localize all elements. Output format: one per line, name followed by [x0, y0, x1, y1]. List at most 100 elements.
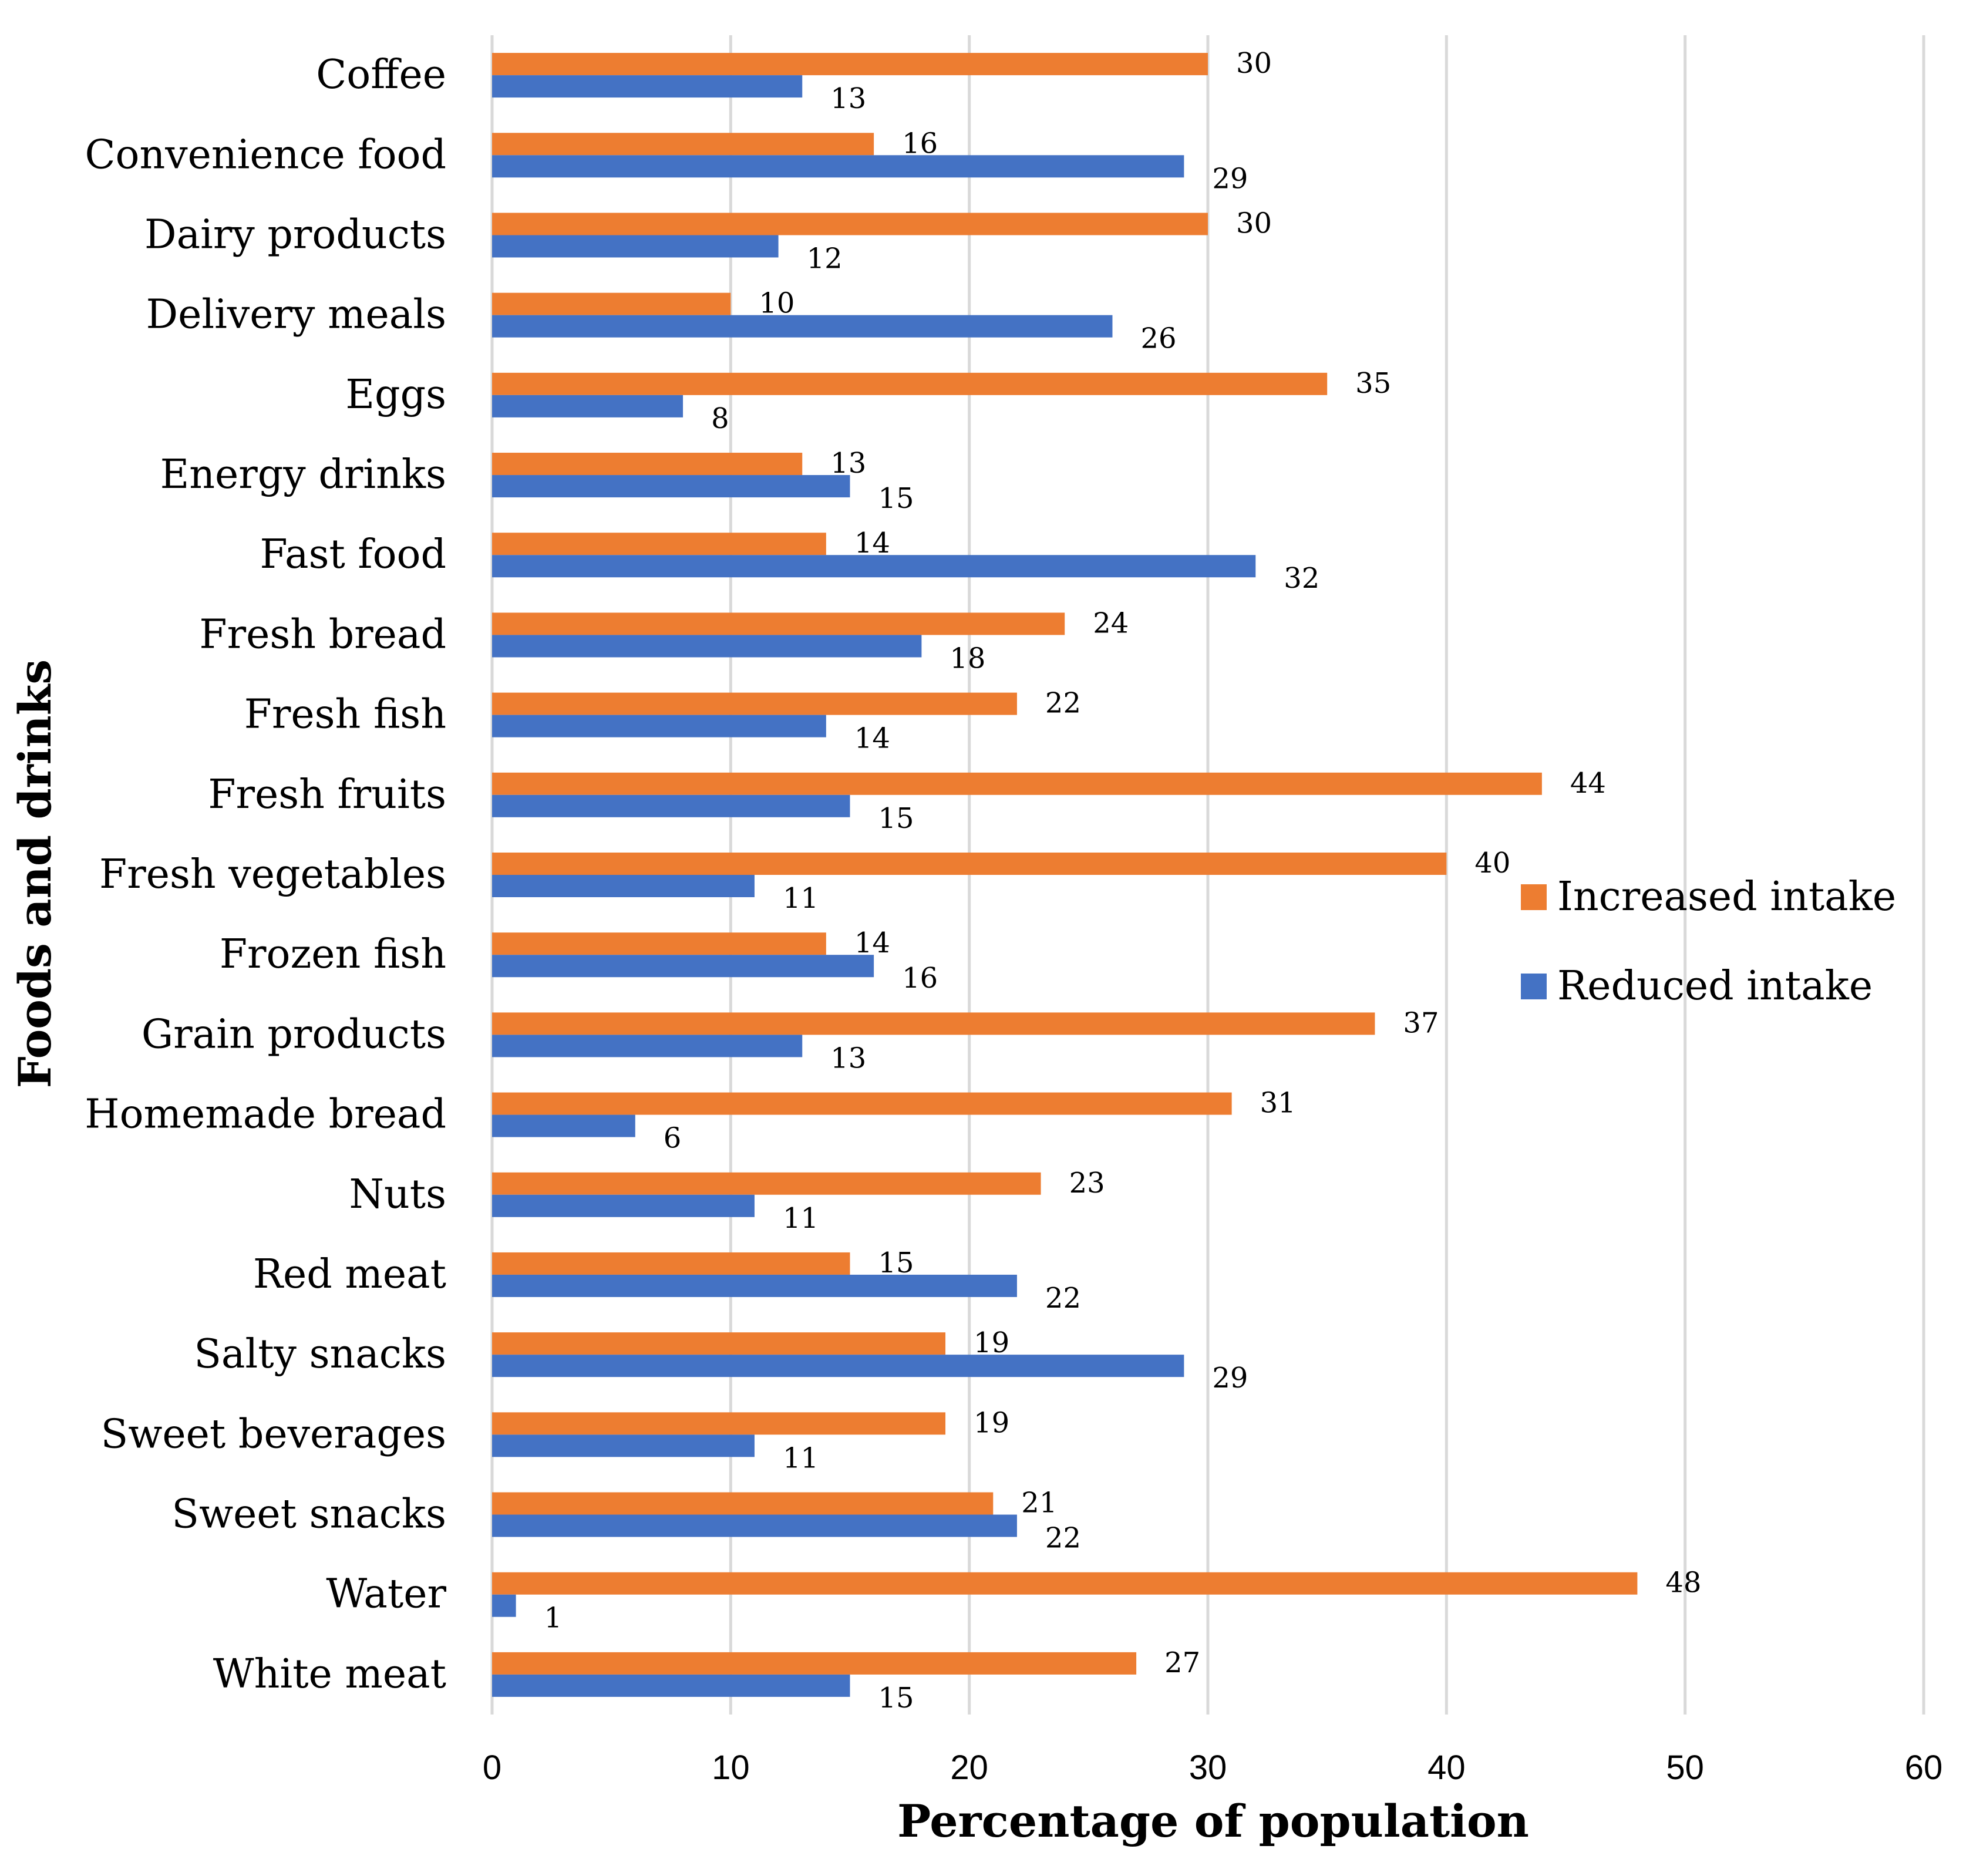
- data-label-reduced-eggs: 8: [711, 402, 729, 435]
- data-label-increased-delivery-meals: 10: [759, 287, 794, 320]
- bar-increased-fresh-vegetables: [492, 853, 1447, 875]
- category-label-energy-drinks: Energy drinks: [160, 452, 446, 498]
- category-label-frozen-fish: Frozen fish: [220, 931, 446, 978]
- data-label-reduced-salty-snacks: 29: [1212, 1362, 1248, 1395]
- data-label-increased-coffee: 30: [1236, 47, 1272, 80]
- bar-increased-white-meat: [492, 1652, 1137, 1675]
- data-label-reduced-frozen-fish: 16: [902, 962, 938, 995]
- data-label-increased-eggs: 35: [1355, 367, 1391, 400]
- y-axis-title: Foods and drinks: [9, 659, 61, 1088]
- category-label-delivery-meals: Delivery meals: [146, 292, 446, 338]
- data-label-reduced-energy-drinks: 15: [878, 482, 914, 515]
- bar-increased-fresh-fruits: [492, 772, 1542, 795]
- data-label-increased-water: 48: [1665, 1567, 1701, 1599]
- data-label-increased-fresh-vegetables: 40: [1474, 847, 1510, 880]
- data-label-reduced-water: 1: [544, 1602, 563, 1635]
- bar-increased-frozen-fish: [492, 932, 826, 955]
- bar-increased-homemade-bread: [492, 1092, 1232, 1115]
- x-tick-label-50: 50: [1666, 1749, 1704, 1787]
- bar-reduced-homemade-bread: [492, 1114, 635, 1137]
- bar-increased-fresh-bread: [492, 612, 1065, 635]
- bar-reduced-fast-food: [492, 555, 1256, 578]
- data-label-reduced-fresh-fish: 14: [854, 722, 890, 755]
- data-label-reduced-nuts: 11: [783, 1202, 819, 1235]
- bar-reduced-fresh-fish: [492, 715, 826, 737]
- x-axis-title: Percentage of population: [897, 1795, 1529, 1847]
- data-label-reduced-fresh-fruits: 15: [878, 802, 914, 835]
- data-label-increased-convenience-food: 16: [902, 127, 938, 160]
- x-tick-labels: 0 10 20 30 40 50 60: [483, 1749, 1942, 1787]
- data-label-reduced-delivery-meals: 26: [1140, 322, 1176, 355]
- data-label-increased-fresh-fruits: 44: [1570, 767, 1606, 800]
- data-label-reduced-sweet-snacks: 22: [1045, 1522, 1081, 1555]
- bar-reduced-fresh-vegetables: [492, 875, 755, 897]
- category-label-fresh-fruits: Fresh fruits: [208, 772, 446, 818]
- bar-reduced-water: [492, 1594, 516, 1617]
- bar-reduced-eggs: [492, 395, 684, 417]
- bar-increased-convenience-food: [492, 133, 874, 156]
- category-label-convenience-food: Convenience food: [85, 132, 446, 178]
- bar-increased-sweet-snacks: [492, 1492, 994, 1515]
- category-label-sweet-snacks: Sweet snacks: [171, 1491, 446, 1538]
- data-label-reduced-fresh-vegetables: 11: [783, 882, 819, 915]
- category-label-grain-products: Grain products: [142, 1011, 446, 1057]
- bar-increased-red-meat: [492, 1252, 850, 1275]
- category-label-white-meat: White meat: [213, 1651, 446, 1698]
- data-label-increased-homemade-bread: 31: [1260, 1087, 1296, 1120]
- data-label-reduced-fast-food: 32: [1284, 562, 1319, 595]
- bar-increased-fresh-fish: [492, 692, 1017, 715]
- bar-increased-sweet-beverages: [492, 1412, 946, 1435]
- bar-reduced-white-meat: [492, 1674, 850, 1697]
- bar-reduced-energy-drinks: [492, 475, 850, 498]
- data-label-reduced-sweet-beverages: 11: [783, 1441, 819, 1474]
- category-label-fresh-bread: Fresh bread: [199, 611, 446, 658]
- bar-reduced-salty-snacks: [492, 1355, 1184, 1377]
- bar-increased-salty-snacks: [492, 1332, 946, 1355]
- category-labels: Coffee Convenience food Dairy products Deli…: [85, 52, 446, 1698]
- bar-increased-dairy-products: [492, 213, 1208, 235]
- bar-increased-fast-food: [492, 533, 826, 555]
- data-label-increased-dairy-products: 30: [1236, 207, 1272, 240]
- category-label-fresh-vegetables: Fresh vegetables: [99, 851, 446, 898]
- category-label-coffee: Coffee: [316, 52, 446, 98]
- data-labels: 3013162930121026358131514322418221444154…: [544, 47, 1702, 1715]
- data-label-reduced-dairy-products: 12: [807, 242, 843, 275]
- bar-reduced-dairy-products: [492, 235, 779, 258]
- x-tick-label-30: 30: [1189, 1749, 1227, 1787]
- category-label-eggs: Eggs: [345, 372, 446, 418]
- data-label-reduced-fresh-bread: 18: [950, 642, 985, 675]
- bar-increased-energy-drinks: [492, 453, 803, 476]
- data-label-reduced-white-meat: 15: [878, 1682, 914, 1715]
- bar-reduced-fresh-fruits: [492, 794, 850, 817]
- bar-reduced-frozen-fish: [492, 955, 874, 978]
- data-label-increased-fresh-fish: 22: [1045, 687, 1081, 720]
- data-label-increased-red-meat: 15: [878, 1247, 914, 1279]
- legend-label-0: Increased intake: [1557, 874, 1896, 920]
- category-label-dairy-products: Dairy products: [144, 211, 446, 258]
- x-tick-label-0: 0: [483, 1749, 501, 1787]
- bar-reduced-sweet-snacks: [492, 1514, 1017, 1537]
- x-tick-label-10: 10: [712, 1749, 750, 1787]
- data-label-reduced-coffee: 13: [830, 82, 866, 115]
- bar-increased-nuts: [492, 1172, 1041, 1195]
- data-label-reduced-red-meat: 22: [1045, 1282, 1081, 1315]
- category-label-fast-food: Fast food: [260, 531, 446, 578]
- data-label-reduced-homemade-bread: 6: [664, 1122, 682, 1155]
- bar-reduced-sweet-beverages: [492, 1434, 755, 1457]
- bar-increased-water: [492, 1572, 1638, 1595]
- bar-reduced-convenience-food: [492, 155, 1184, 178]
- bar-reduced-delivery-meals: [492, 315, 1113, 338]
- x-tick-label-20: 20: [950, 1749, 988, 1787]
- category-label-nuts: Nuts: [349, 1171, 446, 1218]
- bar-increased-eggs: [492, 372, 1328, 395]
- bars: [492, 53, 1638, 1697]
- data-label-increased-sweet-snacks: 21: [1021, 1487, 1057, 1520]
- data-label-increased-nuts: 23: [1069, 1167, 1105, 1200]
- data-label-reduced-convenience-food: 29: [1212, 162, 1248, 195]
- data-label-increased-fast-food: 14: [854, 527, 890, 560]
- category-label-sweet-beverages: Sweet beverages: [101, 1411, 446, 1457]
- data-label-increased-sweet-beverages: 19: [974, 1406, 1009, 1439]
- x-tick-label-60: 60: [1905, 1749, 1943, 1787]
- bar-increased-delivery-meals: [492, 292, 731, 315]
